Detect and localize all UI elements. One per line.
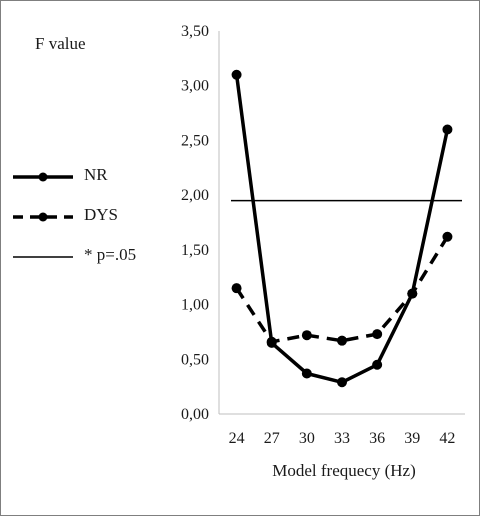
legend-label-nr: NR bbox=[84, 165, 108, 184]
y-tick-label: 3,00 bbox=[181, 78, 209, 95]
data-point-nr bbox=[442, 124, 453, 135]
y-tick-label: 3,50 bbox=[181, 23, 209, 40]
legend-label-dys: DYS bbox=[84, 205, 119, 224]
data-point-dys bbox=[266, 336, 277, 347]
legend-swatch-dys bbox=[13, 212, 73, 222]
data-point-dys bbox=[337, 335, 347, 346]
legend-swatch-reference bbox=[13, 256, 73, 258]
data-point-nr bbox=[372, 359, 383, 370]
data-point-dys bbox=[231, 283, 242, 294]
x-tick-label: 42 bbox=[439, 430, 455, 447]
x-tick-label: 30 bbox=[299, 430, 315, 447]
y-axis-title: F value bbox=[35, 34, 86, 53]
data-point-nr bbox=[301, 368, 312, 379]
x-axis-title: Model frequecy (Hz) bbox=[272, 461, 416, 480]
legend-swatch-nr bbox=[13, 172, 73, 182]
legend-label-reference: * p=.05 bbox=[84, 245, 137, 264]
y-tick-label: 1,00 bbox=[181, 297, 209, 314]
y-tick-label: 0,00 bbox=[181, 406, 209, 423]
x-tick-label: 36 bbox=[369, 430, 385, 447]
x-tick-label: 33 bbox=[334, 430, 350, 447]
data-point-nr bbox=[337, 377, 347, 388]
x-tick-label: 27 bbox=[264, 430, 280, 447]
data-point-dys bbox=[372, 329, 383, 340]
data-point-dys bbox=[301, 330, 312, 341]
y-tick-label: 2,50 bbox=[181, 132, 209, 149]
y-tick-label: 0,50 bbox=[181, 351, 209, 368]
y-tick-label: 2,00 bbox=[181, 187, 209, 204]
data-point-dys bbox=[442, 231, 453, 242]
data-point-dys bbox=[407, 288, 418, 299]
data-point-nr bbox=[231, 69, 242, 80]
x-tick-label: 24 bbox=[229, 430, 245, 447]
y-tick-label: 1,50 bbox=[181, 242, 209, 259]
x-tick-label: 39 bbox=[404, 430, 420, 447]
